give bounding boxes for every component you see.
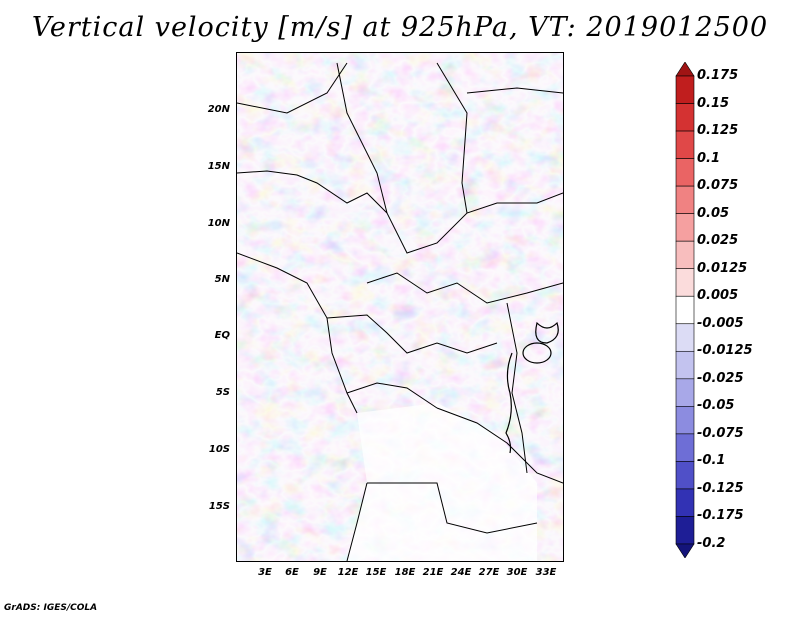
colorbar-label: 0.0125	[697, 260, 748, 276]
colorbar-label: 0.075	[697, 178, 739, 194]
colorbar-swatch	[675, 378, 695, 407]
colorbar-swatch	[675, 62, 695, 77]
colorbar-label: 0.125	[697, 123, 739, 139]
colorbar-swatch	[675, 461, 695, 490]
colorbar-label: 0.175	[697, 68, 739, 83]
colorbar-swatch	[675, 433, 695, 462]
colorbar-swatch	[675, 323, 695, 352]
latitude-label: 5S	[215, 387, 230, 398]
latitude-label: 5N	[214, 274, 230, 285]
colorbar-swatch	[675, 185, 695, 214]
longitude-label: 18E	[394, 567, 416, 578]
colorbar-label: 0.1	[697, 150, 721, 166]
colorbar-swatch	[675, 213, 695, 242]
longitude-label: 6E	[285, 567, 299, 578]
colorbar-label: -0.175	[697, 508, 744, 524]
latitude-label: 15S	[208, 501, 230, 512]
longitude-label: 33E	[535, 567, 557, 578]
latitude-label: EQ	[214, 330, 230, 341]
colorbar-label: -0.1	[697, 453, 726, 469]
colorbar-swatch	[675, 158, 695, 187]
colorbar-label: 0.15	[697, 95, 730, 111]
latitude-label: 10N	[207, 218, 230, 229]
lakes	[505, 321, 559, 454]
colorbar-swatch	[675, 543, 695, 558]
country-borders	[237, 62, 563, 561]
colorbar-swatch	[675, 350, 695, 380]
footer-credit: GrADS: IGES/COLA	[4, 603, 98, 613]
map-title: Vertical velocity [m/s] at 925hPa, VT: 2…	[31, 12, 769, 43]
colorbar-swatch	[675, 268, 695, 297]
latitude-label: 10S	[208, 444, 230, 455]
longitude-label: 15E	[365, 567, 387, 578]
longitude-label: 24E	[450, 567, 472, 578]
colorbar-swatch	[675, 406, 695, 435]
colorbar-label: 0.025	[697, 233, 739, 249]
colorbar-label: -0.005	[697, 315, 744, 331]
calm-region	[347, 403, 537, 561]
colorbar	[675, 62, 695, 558]
colorbar-swatch	[675, 488, 695, 517]
colorbar-label: -0.025	[697, 370, 744, 386]
longitude-label: 3E	[258, 567, 272, 578]
longitude-label: 21E	[422, 567, 444, 578]
velocity-field	[237, 53, 563, 561]
colorbar-label: 0.005	[697, 288, 739, 304]
longitude-label: 30E	[506, 567, 528, 578]
colorbar-swatch	[675, 295, 695, 325]
colorbar-label: -0.075	[697, 425, 744, 441]
colorbar-swatch	[675, 75, 695, 104]
colorbar-label: 0.05	[697, 205, 730, 221]
colorbar-label: -0.0125	[697, 343, 753, 359]
colorbar-label: -0.125	[697, 480, 744, 496]
colorbar-label: -0.2	[697, 536, 726, 551]
latitude-label: 15N	[207, 161, 230, 172]
colorbar-swatch	[675, 103, 695, 132]
latitude-label: 20N	[207, 104, 230, 115]
longitude-label: 12E	[337, 567, 359, 578]
colorbar-swatch	[675, 130, 695, 159]
longitude-label: 27E	[478, 567, 500, 578]
colorbar-swatch	[675, 516, 695, 545]
colorbar-label: -0.05	[697, 398, 735, 414]
colorbar-swatch	[675, 240, 695, 270]
map-panel	[236, 52, 564, 562]
longitude-label: 9E	[313, 567, 327, 578]
